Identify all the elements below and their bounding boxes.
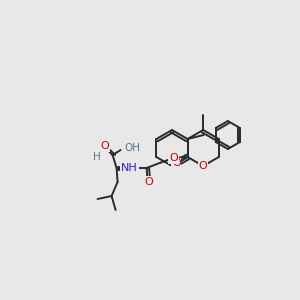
Text: H: H xyxy=(93,152,101,162)
Text: O: O xyxy=(144,177,153,187)
Text: O: O xyxy=(169,153,178,163)
Text: NH: NH xyxy=(121,163,138,173)
Text: O: O xyxy=(100,141,109,151)
Text: O: O xyxy=(172,158,181,169)
Text: OH: OH xyxy=(124,143,141,153)
Text: O: O xyxy=(199,161,208,171)
